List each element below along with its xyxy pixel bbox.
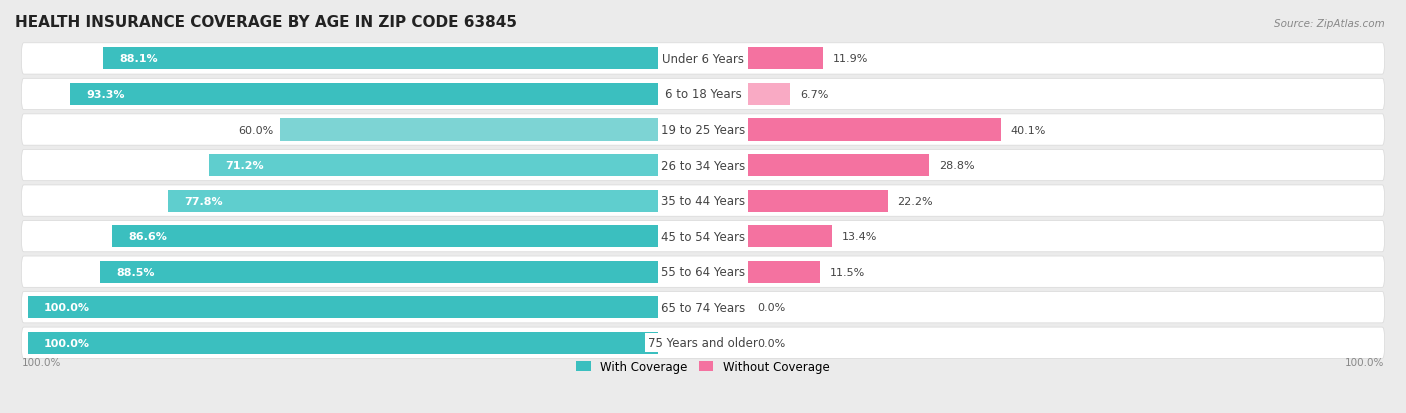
Text: 75 Years and older: 75 Years and older bbox=[648, 337, 758, 349]
Text: 11.5%: 11.5% bbox=[830, 267, 865, 277]
Text: 88.5%: 88.5% bbox=[117, 267, 155, 277]
FancyBboxPatch shape bbox=[21, 328, 1385, 358]
Bar bbox=[103, 48, 658, 70]
Text: 45 to 54 Years: 45 to 54 Years bbox=[661, 230, 745, 243]
Text: 40.1%: 40.1% bbox=[1011, 125, 1046, 135]
Bar bbox=[70, 84, 658, 106]
Bar bbox=[748, 48, 823, 70]
Text: 77.8%: 77.8% bbox=[184, 196, 222, 206]
Text: 19 to 25 Years: 19 to 25 Years bbox=[661, 124, 745, 137]
FancyBboxPatch shape bbox=[21, 44, 1385, 75]
Bar bbox=[748, 190, 889, 212]
Bar bbox=[748, 84, 790, 106]
Text: 65 to 74 Years: 65 to 74 Years bbox=[661, 301, 745, 314]
FancyBboxPatch shape bbox=[21, 256, 1385, 287]
Text: 100.0%: 100.0% bbox=[44, 302, 90, 313]
Bar bbox=[100, 261, 658, 283]
Text: 0.0%: 0.0% bbox=[758, 338, 786, 348]
Text: 28.8%: 28.8% bbox=[939, 161, 974, 171]
Bar bbox=[167, 190, 658, 212]
Text: 86.6%: 86.6% bbox=[128, 232, 167, 242]
Bar bbox=[748, 119, 1001, 141]
Bar bbox=[748, 261, 821, 283]
FancyBboxPatch shape bbox=[21, 79, 1385, 110]
FancyBboxPatch shape bbox=[21, 185, 1385, 217]
Bar bbox=[748, 225, 832, 247]
Text: 11.9%: 11.9% bbox=[832, 54, 868, 64]
Bar bbox=[748, 154, 929, 177]
FancyBboxPatch shape bbox=[21, 114, 1385, 146]
Bar bbox=[28, 332, 658, 354]
FancyBboxPatch shape bbox=[21, 150, 1385, 181]
Text: 100.0%: 100.0% bbox=[44, 338, 90, 348]
Text: 13.4%: 13.4% bbox=[842, 232, 877, 242]
Bar bbox=[28, 297, 658, 318]
Text: Source: ZipAtlas.com: Source: ZipAtlas.com bbox=[1274, 19, 1385, 28]
FancyBboxPatch shape bbox=[21, 292, 1385, 323]
Text: 6 to 18 Years: 6 to 18 Years bbox=[665, 88, 741, 101]
Bar bbox=[112, 225, 658, 247]
Text: 100.0%: 100.0% bbox=[21, 357, 60, 368]
Text: 60.0%: 60.0% bbox=[238, 125, 274, 135]
Text: Under 6 Years: Under 6 Years bbox=[662, 53, 744, 66]
Text: 0.0%: 0.0% bbox=[758, 302, 786, 313]
Text: 35 to 44 Years: 35 to 44 Years bbox=[661, 195, 745, 208]
Text: 71.2%: 71.2% bbox=[225, 161, 264, 171]
Legend: With Coverage, Without Coverage: With Coverage, Without Coverage bbox=[572, 356, 834, 378]
Text: 22.2%: 22.2% bbox=[897, 196, 934, 206]
FancyBboxPatch shape bbox=[21, 221, 1385, 252]
Text: 100.0%: 100.0% bbox=[1346, 357, 1385, 368]
Text: 93.3%: 93.3% bbox=[86, 90, 125, 100]
Text: 88.1%: 88.1% bbox=[120, 54, 157, 64]
Text: 26 to 34 Years: 26 to 34 Years bbox=[661, 159, 745, 172]
Bar bbox=[209, 154, 658, 177]
Bar bbox=[280, 119, 658, 141]
Text: HEALTH INSURANCE COVERAGE BY AGE IN ZIP CODE 63845: HEALTH INSURANCE COVERAGE BY AGE IN ZIP … bbox=[15, 15, 517, 30]
Text: 55 to 64 Years: 55 to 64 Years bbox=[661, 266, 745, 278]
Text: 6.7%: 6.7% bbox=[800, 90, 828, 100]
